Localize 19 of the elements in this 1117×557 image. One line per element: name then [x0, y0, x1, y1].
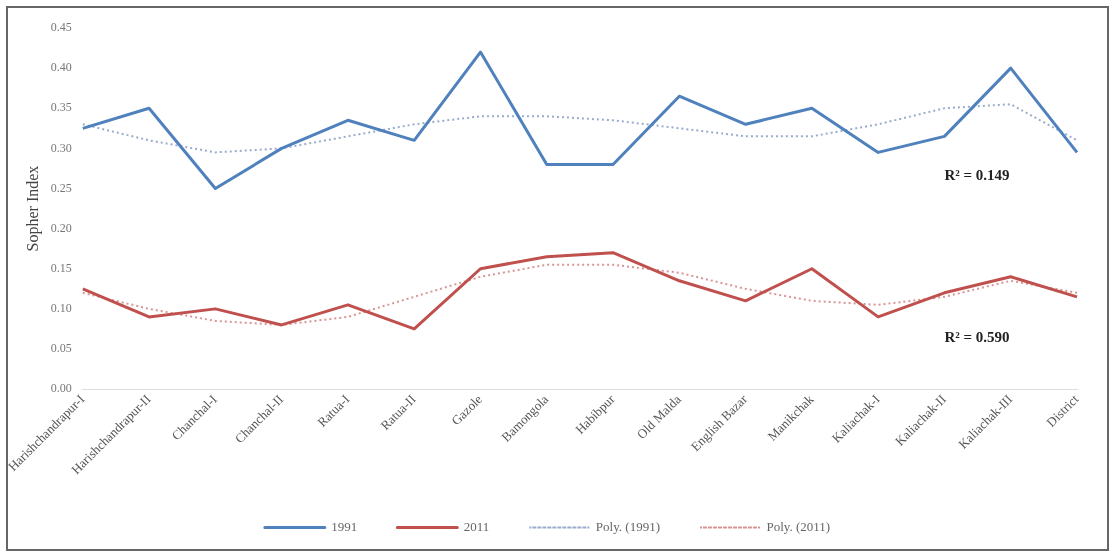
- y-tick-label: 0.15: [50, 260, 72, 275]
- y-tick-label: 0.05: [50, 341, 72, 356]
- y-tick-label: 0.00: [50, 381, 72, 396]
- y-tick-label: 0.35: [50, 100, 72, 115]
- y-tick-label: 0.20: [50, 220, 72, 235]
- annotation: R² = 0.590: [944, 329, 1010, 346]
- y-tick-label: 0.40: [50, 60, 72, 75]
- y-tick-label: 0.10: [50, 301, 72, 316]
- legend-label: Poly. (1991): [595, 518, 660, 534]
- y-tick-label: 0.30: [50, 140, 72, 155]
- legend-label: 1991: [331, 518, 358, 534]
- y-tick-label: 0.25: [50, 180, 72, 195]
- annotation: R² = 0.149: [944, 166, 1010, 183]
- y-tick-label: 0.45: [50, 20, 72, 35]
- y-axis-title: Sopher Index: [24, 165, 43, 252]
- line-series: [81, 103, 1078, 154]
- line-series: [81, 263, 1078, 326]
- legend-label: Poly. (2011): [766, 518, 831, 534]
- legend-label: 2011: [463, 518, 490, 534]
